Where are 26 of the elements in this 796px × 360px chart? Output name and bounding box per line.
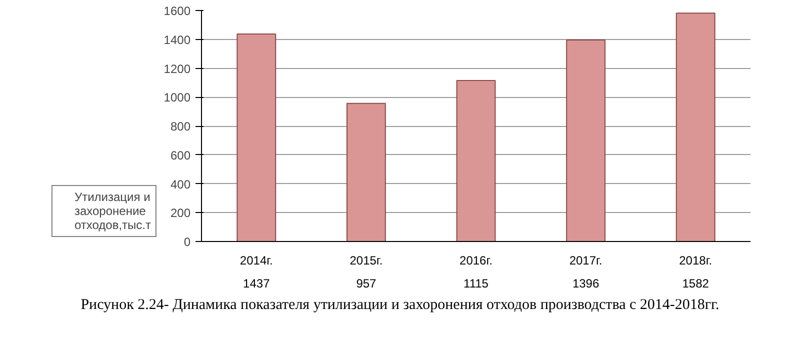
y-tick-label: 1600	[164, 4, 191, 18]
text: Утилизация и захоронение отходов,тыс.т	[74, 190, 151, 232]
x-tick-label: 2016г.	[460, 254, 492, 268]
x-tick-label: 2018г.	[679, 254, 712, 268]
y-tick-label: 200	[170, 206, 191, 220]
y-tick-label: 1200	[164, 62, 191, 76]
text: Рисунок 2.24- Динамика показателя утилизации и захоронения отходов производства с 2014-2018гг.	[80, 296, 720, 315]
data-label: 1115	[464, 276, 489, 290]
y-tick-label: 800	[170, 120, 191, 134]
y-tick-label: 0	[184, 235, 191, 249]
y-tick-label: 400	[170, 177, 191, 192]
data-label: 957	[356, 276, 377, 290]
bar	[566, 39, 606, 242]
x-tick-label: 2015г.	[350, 254, 383, 268]
data-label: 1437	[243, 276, 270, 290]
data-label: 1582	[682, 276, 710, 290]
data-label: 1396	[572, 276, 600, 290]
y-tick-label: 1400	[164, 32, 191, 47]
bar	[236, 34, 276, 242]
x-tick-label: 2017г.	[569, 254, 602, 268]
bar	[676, 12, 716, 242]
y-tick-label: 1000	[164, 90, 191, 105]
bar	[346, 102, 386, 242]
y-tick-label: 600	[170, 148, 191, 162]
x-tick-label: 2014г.	[240, 254, 273, 268]
bar	[456, 80, 496, 242]
